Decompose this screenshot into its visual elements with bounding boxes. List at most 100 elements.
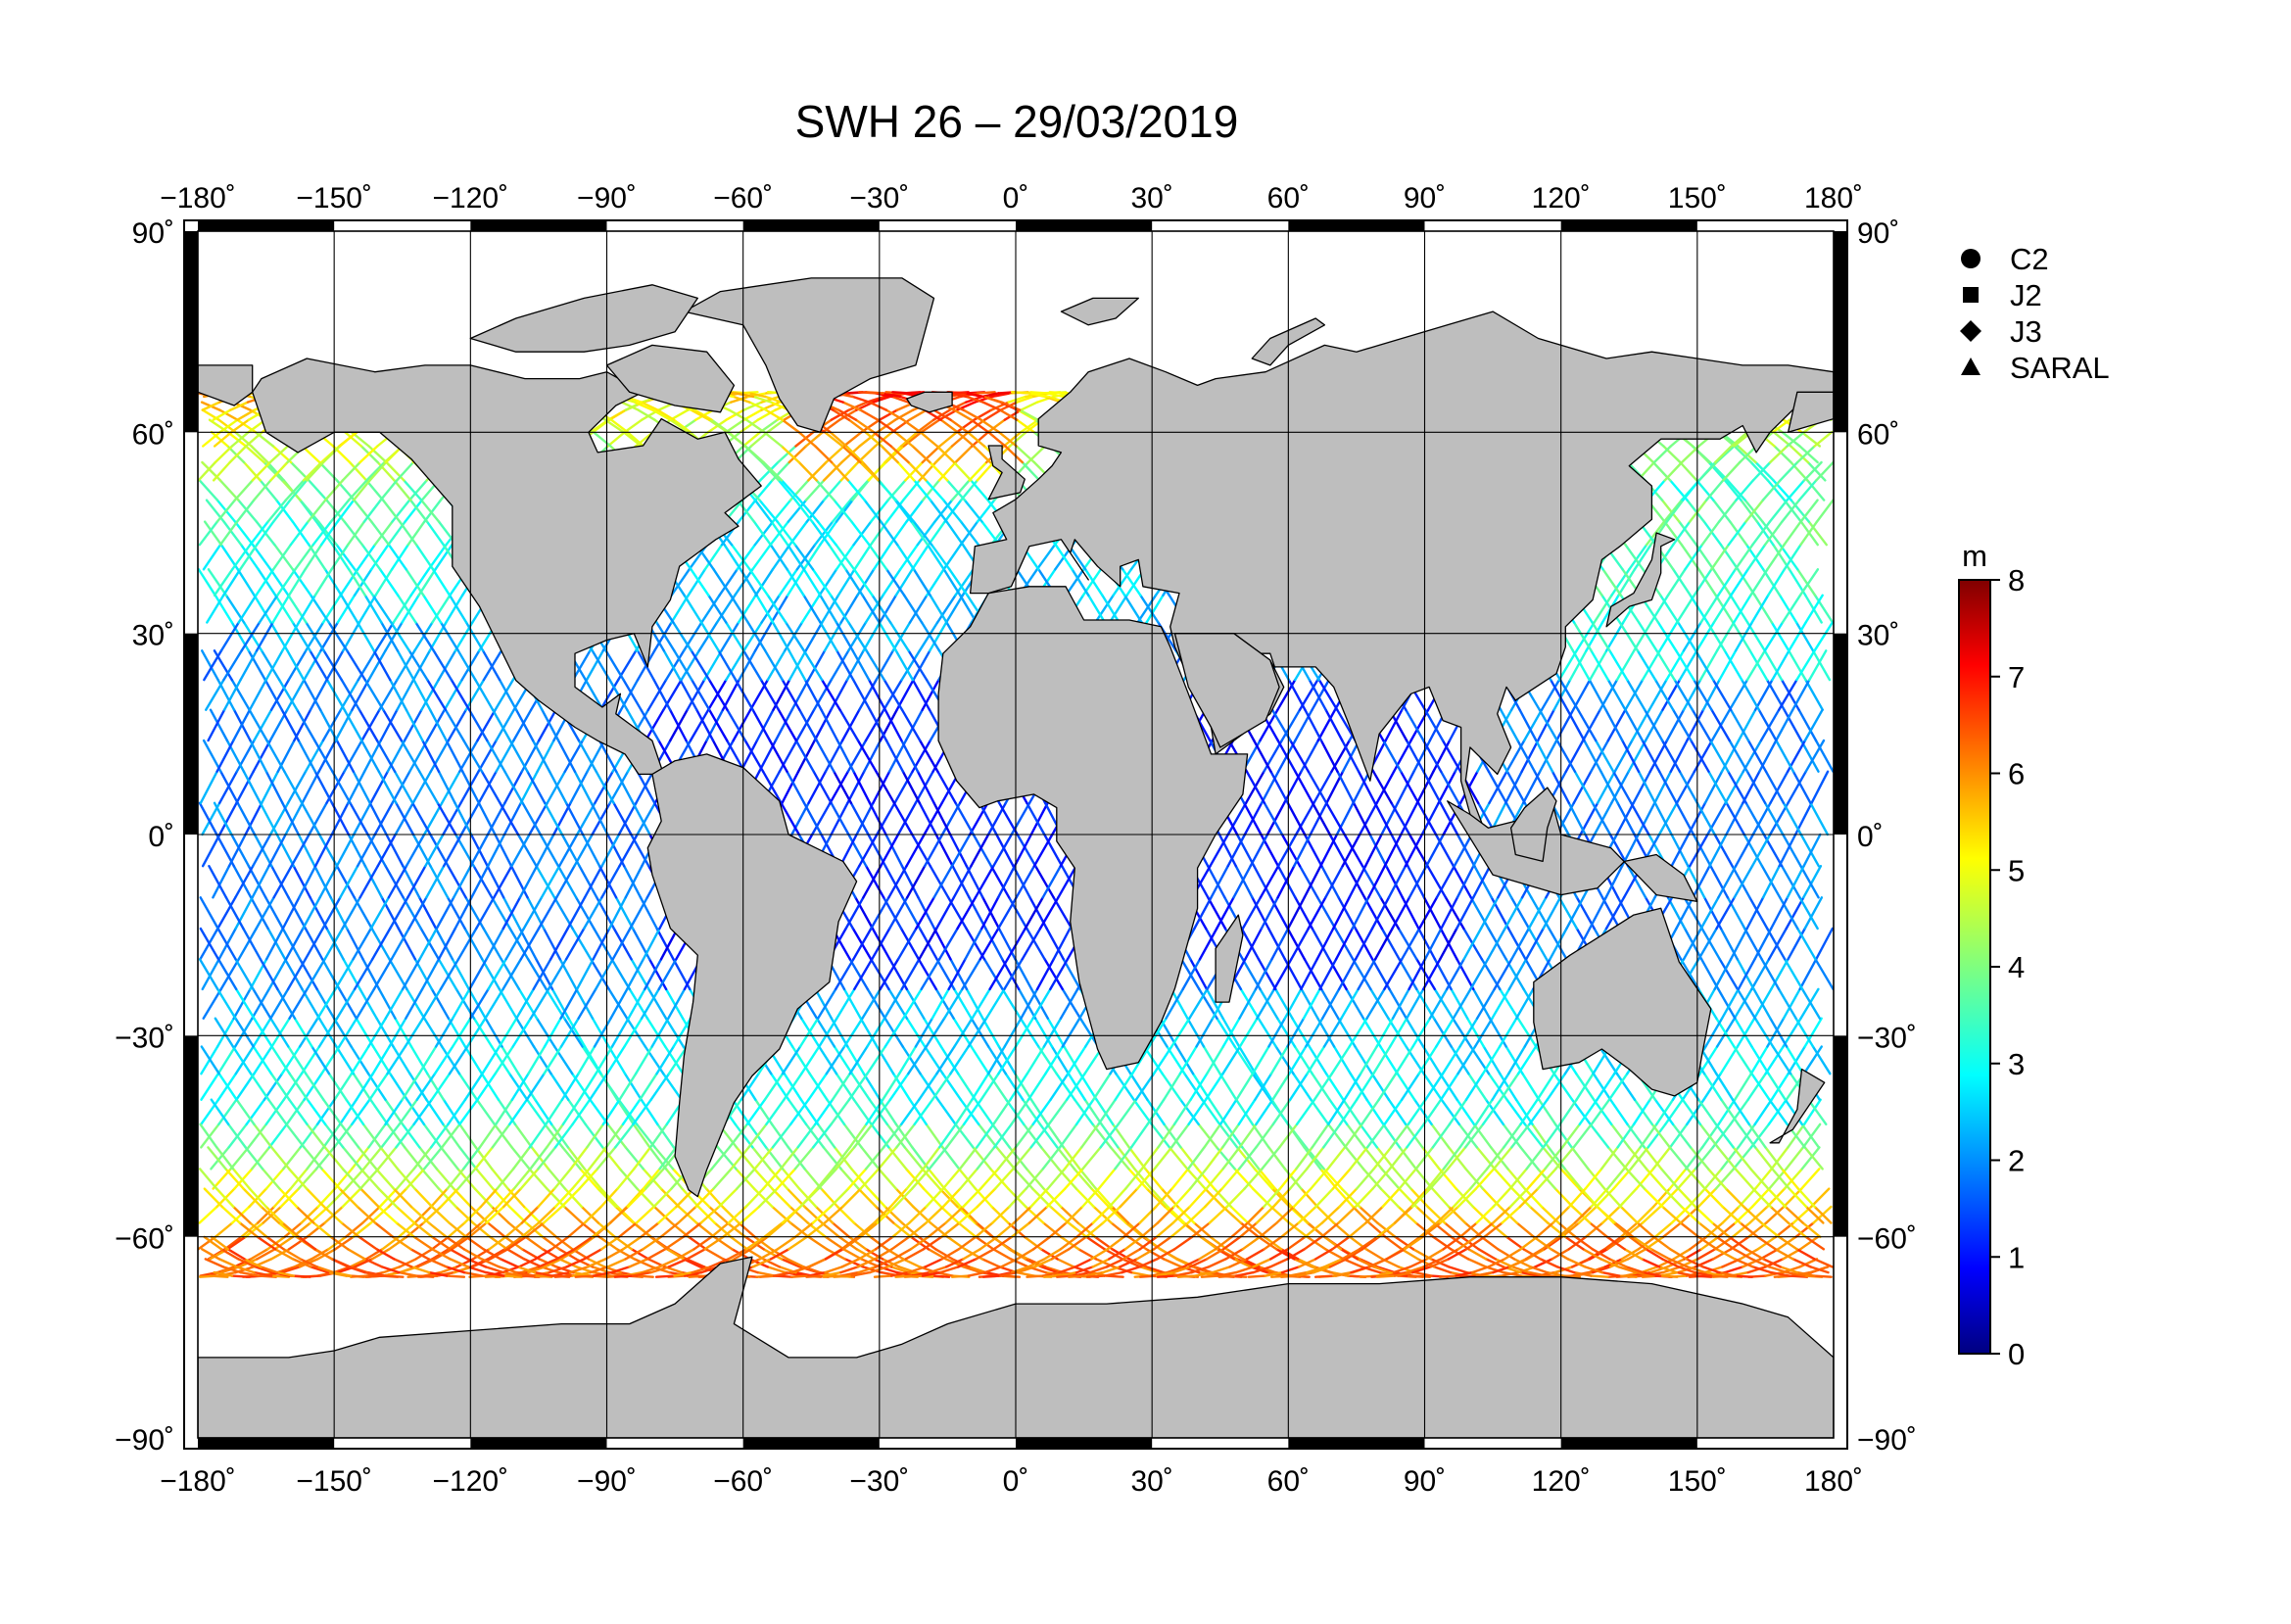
track-segment <box>962 1248 981 1261</box>
track-segment <box>755 594 775 624</box>
track-segment <box>200 1072 220 1101</box>
track-segment <box>568 1266 590 1274</box>
track-segment <box>734 678 754 711</box>
track-segment <box>732 395 751 404</box>
track-segment <box>1000 401 1022 411</box>
track-segment <box>1609 1122 1631 1149</box>
track-segment <box>1318 958 1338 991</box>
track-segment <box>609 987 629 1020</box>
track-segment <box>237 927 258 961</box>
track-segment <box>1159 1248 1178 1261</box>
track-segment <box>1045 1187 1067 1209</box>
track-segment <box>1800 1168 1821 1190</box>
track-segment <box>1035 958 1055 991</box>
track-segment <box>1603 1258 1624 1268</box>
track-segment <box>545 1098 564 1126</box>
track-segment <box>304 739 325 773</box>
track-segment <box>804 479 826 502</box>
track-segment <box>540 865 561 899</box>
track-segment <box>1293 1258 1313 1268</box>
track-segment <box>292 865 311 899</box>
track-segment <box>327 621 349 652</box>
track-segment <box>1114 1072 1134 1101</box>
track-segment <box>1287 678 1307 711</box>
track-segment <box>632 1122 651 1149</box>
track-segment <box>1191 1072 1212 1101</box>
track-segment <box>816 520 837 547</box>
track-segment <box>726 1221 747 1239</box>
track-segment <box>264 896 284 931</box>
track-segment <box>842 430 863 448</box>
track-segment <box>571 927 593 961</box>
track-segment <box>429 865 450 899</box>
track-segment <box>840 1258 861 1268</box>
track-segment <box>656 408 676 421</box>
track-segment <box>1108 594 1128 624</box>
track-segment <box>405 1168 426 1190</box>
track-segment <box>578 1168 599 1190</box>
track-segment <box>959 520 980 547</box>
track-segment <box>904 1248 926 1261</box>
track-segment <box>288 1235 309 1251</box>
track-segment <box>732 708 752 742</box>
track-segment <box>341 1187 362 1209</box>
track-segment <box>686 1248 706 1261</box>
track-segment <box>1390 833 1409 868</box>
track-segment <box>1612 1221 1632 1239</box>
track-segment <box>936 770 957 804</box>
track-segment <box>555 1248 576 1261</box>
track-segment <box>1388 987 1408 1020</box>
track-segment <box>1155 1221 1174 1239</box>
track-segment <box>1499 1205 1518 1224</box>
track-segment <box>1013 833 1033 868</box>
track-segment <box>1668 1122 1689 1149</box>
track-segment <box>1516 1017 1538 1048</box>
track-segment <box>794 430 815 448</box>
track-segment <box>1733 987 1753 1020</box>
track-segment <box>1337 958 1358 991</box>
track-segment <box>830 649 850 682</box>
track-segment <box>618 1072 638 1101</box>
track-segment <box>208 418 229 434</box>
track-segment <box>841 1235 862 1251</box>
track-segment <box>987 1072 1008 1101</box>
track-segment <box>863 739 883 773</box>
track-segment <box>212 865 231 899</box>
track-segment <box>593 1017 612 1048</box>
track-segment <box>1054 544 1074 571</box>
track-segment <box>1290 1205 1310 1224</box>
track-segment <box>764 395 784 404</box>
track-segment <box>893 770 914 804</box>
track-segment <box>839 1266 859 1274</box>
track-segment <box>802 568 822 597</box>
track-segment <box>959 594 978 624</box>
track-segment <box>441 1122 461 1149</box>
track-segment <box>1697 1221 1718 1239</box>
track-segment <box>1528 1270 1548 1277</box>
track-segment <box>349 801 369 836</box>
track-segment <box>263 678 283 711</box>
track-segment <box>339 865 359 899</box>
track-segment <box>1703 1168 1723 1190</box>
track-segment <box>1672 1248 1692 1261</box>
track-segment <box>413 1205 433 1224</box>
track-segment <box>1506 1168 1526 1190</box>
track-segment <box>667 987 687 1020</box>
track-segment <box>458 1146 478 1170</box>
track-segment <box>1029 1098 1049 1126</box>
track-segment <box>658 1258 679 1268</box>
track-segment <box>1734 1274 1754 1278</box>
track-segment <box>1324 865 1344 899</box>
track-segment <box>1358 1205 1379 1224</box>
track-segment <box>1185 1168 1207 1190</box>
track-segment <box>539 833 560 868</box>
track-segment <box>940 1248 961 1261</box>
track-segment <box>879 958 900 991</box>
track-segment <box>874 1248 893 1261</box>
track-segment <box>734 392 755 399</box>
track-segment <box>325 649 345 682</box>
track-segment <box>1555 1266 1576 1274</box>
track-segment <box>888 520 908 547</box>
track-segment <box>549 927 569 961</box>
track-segment <box>781 1045 802 1075</box>
